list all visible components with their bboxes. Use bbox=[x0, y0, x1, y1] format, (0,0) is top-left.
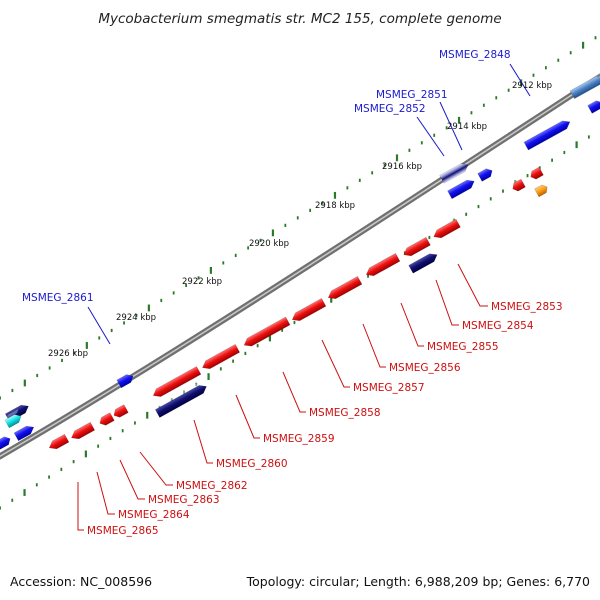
callout-msmeg-2857 bbox=[322, 340, 350, 387]
gene-label-msmeg-2863[interactable]: MSMEG_2863 bbox=[148, 494, 220, 506]
feature-msmeg-2862[interactable] bbox=[110, 402, 129, 420]
gene-label-msmeg-2861[interactable]: MSMEG_2861 bbox=[22, 292, 94, 304]
callout-msmeg-2858 bbox=[283, 372, 306, 412]
feature-msmeg-2858[interactable] bbox=[289, 295, 327, 323]
feature-orange-small[interactable] bbox=[533, 180, 550, 197]
callout-msmeg-2848 bbox=[510, 64, 530, 96]
tick-label-2920: 2920 kbp bbox=[249, 239, 289, 249]
tick-label-2924: 2924 kbp bbox=[116, 313, 156, 323]
callout-msmeg-2856 bbox=[363, 324, 386, 367]
tick-label-2918: 2918 kbp bbox=[315, 201, 355, 211]
callout-msmeg-2859 bbox=[236, 395, 260, 438]
feature-outer-small-a[interactable] bbox=[476, 164, 495, 182]
gene-label-msmeg-2860[interactable]: MSMEG_2860 bbox=[216, 458, 288, 470]
feature-red-small-a[interactable] bbox=[509, 176, 526, 193]
gene-label-msmeg-2862[interactable]: MSMEG_2862 bbox=[176, 480, 248, 492]
callout-msmeg-2852 bbox=[417, 117, 444, 156]
gene-label-msmeg-2854[interactable]: MSMEG_2854 bbox=[462, 320, 534, 332]
gene-label-msmeg-2855[interactable]: MSMEG_2855 bbox=[427, 341, 499, 353]
genome-backbone-highlight bbox=[0, 70, 600, 462]
gene-label-msmeg-2858[interactable]: MSMEG_2858 bbox=[309, 407, 381, 419]
callout-msmeg-2865 bbox=[78, 482, 84, 530]
feature-msmeg-2856[interactable] bbox=[363, 250, 401, 278]
tick-label-2914: 2914 kbp bbox=[447, 122, 487, 132]
feature-msmeg-2860[interactable] bbox=[199, 341, 241, 371]
feature-outer-edge[interactable] bbox=[586, 96, 600, 114]
feature-red-small-b[interactable] bbox=[527, 164, 544, 181]
genome-map-viewer: Mycobacterium smegmatis str. MC2 155, co… bbox=[0, 0, 600, 600]
feature-msmeg-2859[interactable] bbox=[240, 314, 290, 349]
gene-label-msmeg-2848[interactable]: MSMEG_2848 bbox=[439, 49, 511, 61]
callout-msmeg-2853 bbox=[458, 264, 488, 306]
gene-label-msmeg-2859[interactable]: MSMEG_2859 bbox=[263, 433, 335, 445]
feature-msmeg-2864[interactable] bbox=[68, 419, 96, 442]
feature-msmeg-2848[interactable] bbox=[569, 70, 600, 98]
callout-lines bbox=[78, 64, 530, 530]
gene-label-msmeg-2853[interactable]: MSMEG_2853 bbox=[491, 301, 563, 313]
map-title: Mycobacterium smegmatis str. MC2 155, co… bbox=[98, 11, 501, 27]
feature-msmeg-2863[interactable] bbox=[96, 410, 115, 428]
gene-label-msmeg-2865[interactable]: MSMEG_2865 bbox=[87, 525, 159, 537]
callout-msmeg-2864 bbox=[97, 472, 115, 514]
callout-msmeg-2860 bbox=[194, 420, 213, 463]
feature-msmeg-2865[interactable] bbox=[46, 431, 70, 452]
callout-msmeg-2855 bbox=[401, 303, 424, 346]
genome-map: Mycobacterium smegmatis str. MC2 155, co… bbox=[0, 0, 600, 600]
callout-msmeg-2854 bbox=[436, 280, 459, 325]
gene-label-msmeg-2851[interactable]: MSMEG_2851 bbox=[376, 89, 448, 101]
tick-label-2916: 2916 kbp bbox=[382, 162, 422, 172]
feature-msmeg-2857[interactable] bbox=[325, 273, 363, 301]
callout-msmeg-2862 bbox=[140, 452, 173, 485]
genome-summary-text: Topology: circular; Length: 6,988,209 bp… bbox=[246, 574, 590, 589]
feature-msmeg-2853[interactable] bbox=[430, 216, 461, 241]
accession-text: Accession: NC_008596 bbox=[10, 574, 152, 589]
gene-label-msmeg-2857[interactable]: MSMEG_2857 bbox=[353, 382, 425, 394]
tick-label-2922: 2922 kbp bbox=[182, 277, 222, 287]
gene-label-msmeg-2856[interactable]: MSMEG_2856 bbox=[389, 362, 461, 374]
tick-label-2912: 2912 kbp bbox=[512, 81, 552, 91]
tick-label-2926: 2926 kbp bbox=[48, 349, 88, 359]
gene-label-msmeg-2852[interactable]: MSMEG_2852 bbox=[354, 103, 426, 115]
gene-label-msmeg-2864[interactable]: MSMEG_2864 bbox=[118, 509, 190, 521]
callout-msmeg-2863 bbox=[120, 460, 145, 499]
gene-features bbox=[0, 70, 600, 452]
